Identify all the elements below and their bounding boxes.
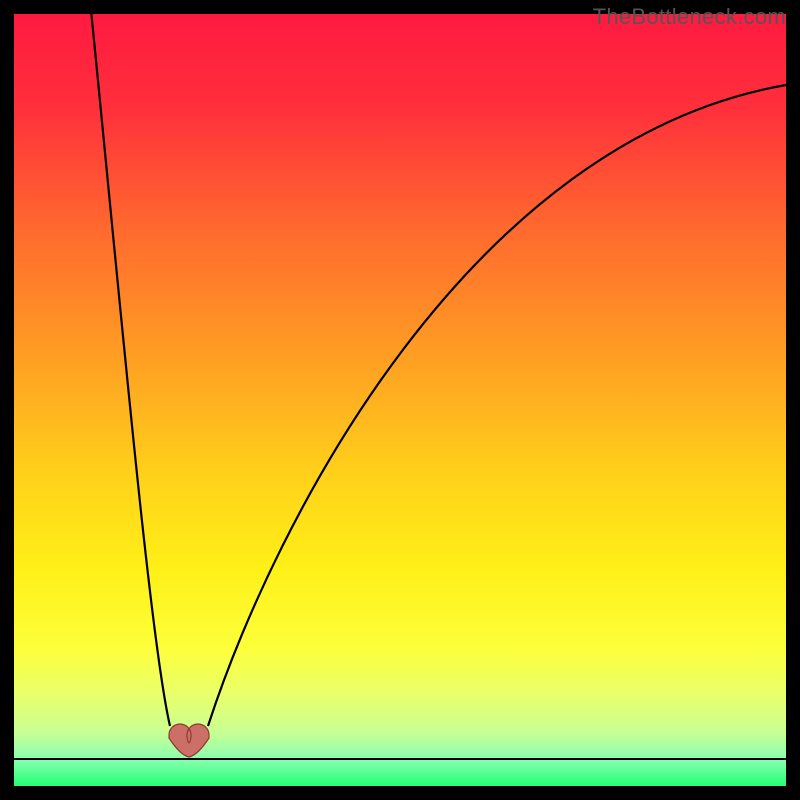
watermark-text: TheBottleneck.com <box>593 4 786 30</box>
chart-svg <box>0 0 800 800</box>
chart-frame: TheBottleneck.com <box>0 0 800 800</box>
